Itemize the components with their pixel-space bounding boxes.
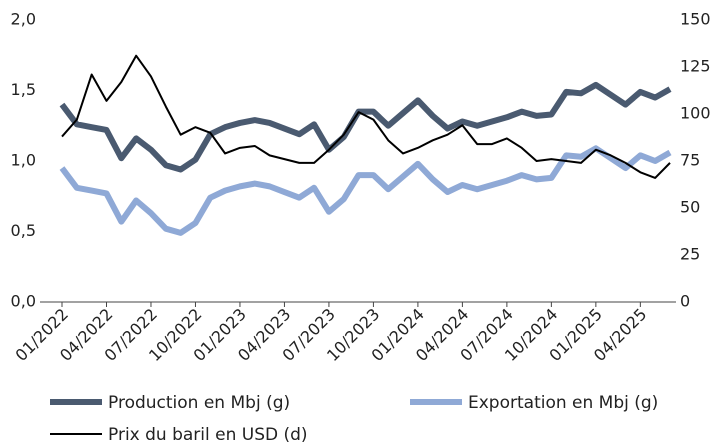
line-series [59,145,672,236]
y2-tick-label: 125 [680,57,711,76]
y2-tick-label: 50 [680,198,700,217]
y2-tick-label: 150 [680,10,711,29]
legend-label: Exportation en Mbj (g) [468,393,658,413]
line-series [59,81,672,173]
y2-tick-label: 25 [680,245,700,264]
y-tick-label: 2,0 [11,10,36,29]
line-series [61,54,671,179]
y-tick-label: 1,0 [11,151,36,170]
legend-label: Production en Mbj (g) [108,393,290,413]
y-tick-label: 1,5 [11,80,36,99]
y2-tick-label: 75 [680,151,700,170]
y-tick-label: 0,5 [11,221,36,240]
y-tick-label: 0,0 [11,292,36,311]
y2-tick-label: 100 [680,104,711,123]
y2-tick-label: 0 [680,292,690,311]
legend-label: Prix du baril en USD (d) [108,425,308,445]
